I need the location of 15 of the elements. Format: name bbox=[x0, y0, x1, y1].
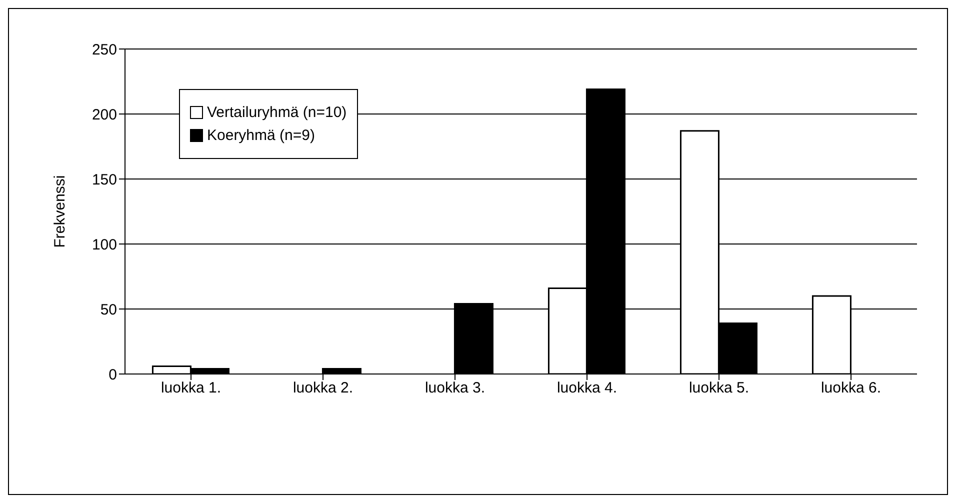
legend-label: Koeryhmä (n=9) bbox=[207, 127, 315, 144]
y-tick-label: 50 bbox=[100, 301, 117, 318]
y-axis-title: Frekvenssi bbox=[51, 175, 68, 248]
x-tick-label: luokka 5. bbox=[688, 380, 750, 397]
x-tick-label: luokka 6. bbox=[820, 380, 882, 397]
y-tick-label: 150 bbox=[92, 171, 117, 188]
y-tick-label: 250 bbox=[92, 41, 117, 58]
x-tick-label: luokka 3. bbox=[424, 380, 486, 397]
legend-label: Vertailuryhmä (n=10) bbox=[207, 104, 347, 121]
y-tick-label: 100 bbox=[92, 236, 117, 254]
y-tick-label: 0 bbox=[108, 366, 117, 384]
x-tick-label: luokka 2. bbox=[292, 380, 354, 397]
y-tick-label: 200 bbox=[92, 106, 117, 124]
x-tick-label: luokka 4. bbox=[556, 380, 618, 397]
x-tick-label: luokka 1. bbox=[160, 380, 222, 397]
